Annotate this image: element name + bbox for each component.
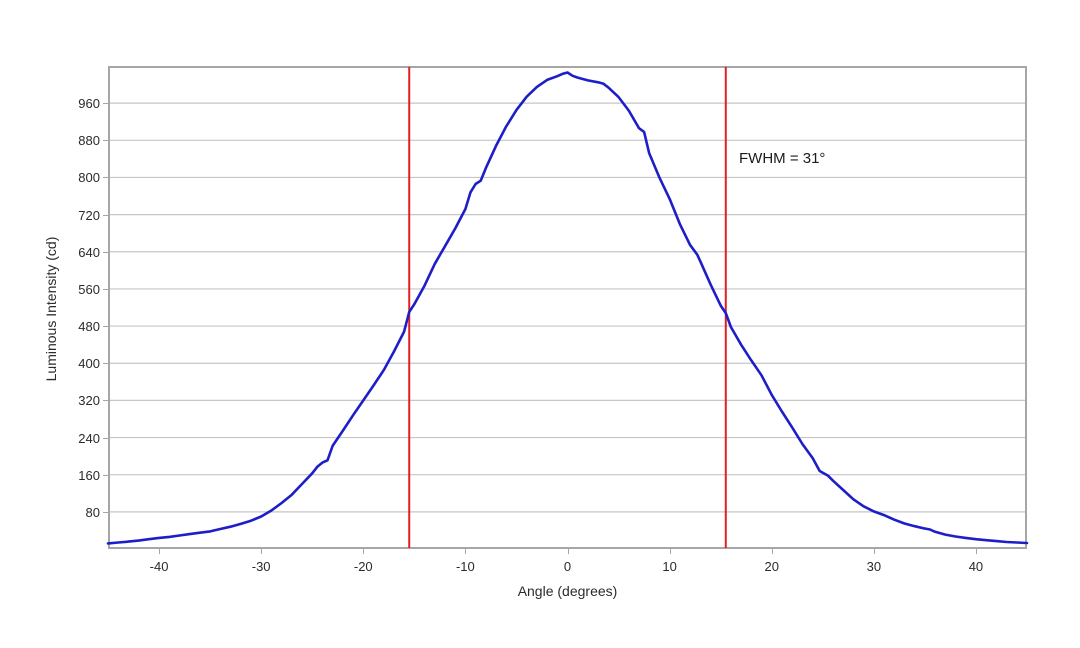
fwhm-annotation: FWHM = 31° [739,150,826,167]
x-tick-mark [261,549,263,554]
x-tick-label: -30 [251,559,271,574]
x-tick-label: 40 [968,559,984,574]
y-tick-mark [103,437,108,439]
y-tick-label: 400 [78,356,100,372]
plot-area [106,66,1029,549]
x-tick-label: -10 [455,559,475,574]
y-tick-mark [103,288,108,290]
x-tick-mark [771,549,773,554]
y-tick-label: 80 [85,504,100,520]
x-tick-mark [873,549,875,554]
y-tick-mark [103,363,108,365]
x-axis-title: Angle (degrees) [517,583,618,599]
x-tick-mark [975,549,977,554]
y-tick-mark [103,140,108,142]
x-tick-mark [363,549,365,554]
y-tick-label: 800 [78,170,100,186]
plot-border [108,66,1027,549]
y-tick-mark [103,103,108,105]
y-tick-label: 960 [78,96,100,112]
y-tick-mark [103,400,108,402]
x-tick-mark [567,549,569,554]
y-tick-mark [103,474,108,476]
y-axis-title: Luminous Intensity (cd) [43,236,59,382]
y-tick-mark [103,214,108,216]
x-tick-mark [465,549,467,554]
y-tick-mark [103,511,108,513]
y-tick-mark [103,251,108,253]
y-tick-label: 560 [78,281,100,297]
y-tick-label: 320 [78,393,100,409]
chart-canvas [106,66,1029,549]
x-tick-mark [669,549,671,554]
x-tick-label: -20 [353,559,373,574]
y-tick-label: 640 [78,244,100,260]
x-tick-label: 0 [563,559,572,574]
x-tick-label: 10 [662,559,677,574]
intensity-curve [106,71,1029,545]
x-tick-mark [159,549,161,554]
y-tick-mark [103,177,108,179]
y-tick-label: 160 [78,467,100,483]
y-tick-label: 720 [78,207,100,223]
y-tick-label: 880 [78,133,100,149]
x-tick-label: -40 [149,559,169,574]
y-tick-label: 480 [78,319,100,335]
x-tick-label: 30 [866,559,882,574]
y-tick-label: 240 [78,430,100,446]
y-tick-mark [103,326,108,328]
x-tick-label: 20 [764,559,779,574]
